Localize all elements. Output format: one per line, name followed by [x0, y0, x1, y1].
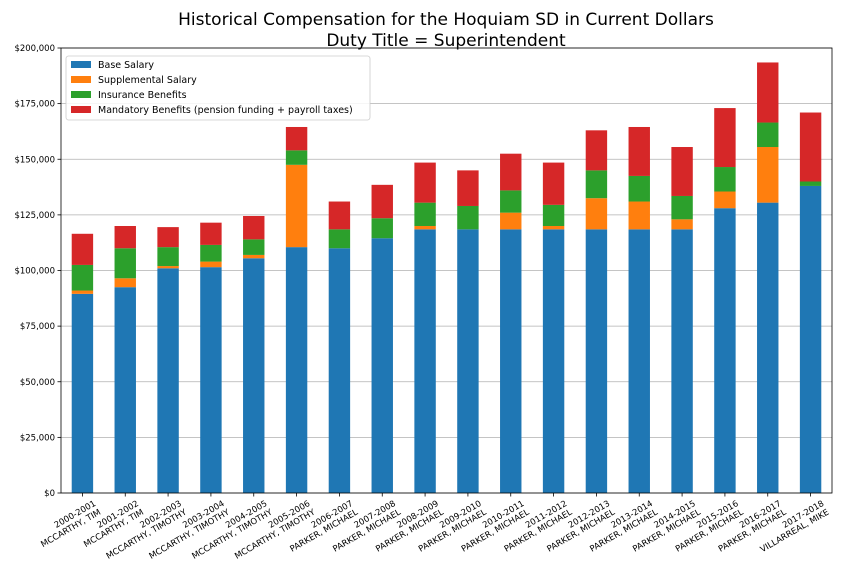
bar-segment [200, 261, 222, 268]
y-tick-label: $0 [44, 489, 55, 499]
bar-segment [671, 147, 693, 196]
bar-segment [114, 278, 136, 288]
bar-segment [757, 147, 779, 203]
bar-segment [628, 126, 650, 176]
bar-segment [542, 226, 565, 230]
bar-segment [371, 184, 393, 219]
y-tick-label: $100,000 [14, 267, 55, 277]
bar-segment [628, 175, 650, 202]
bar-segment [328, 229, 351, 249]
bar-segment [757, 122, 779, 148]
bar-segment [71, 233, 94, 265]
bar-segment [542, 229, 565, 493]
legend-box [65, 55, 371, 121]
bar-segment [500, 190, 522, 213]
bar-segment [628, 201, 650, 230]
bars [71, 62, 822, 493]
y-axis: $0 $25,000 $50,000 $75,000 $100,000 $125,000 $… [14, 44, 61, 499]
bar-segment [799, 185, 822, 493]
bar-segment [585, 130, 608, 171]
bar-segment [500, 153, 522, 191]
bar-segment [243, 239, 265, 255]
bar-segment [628, 229, 650, 493]
bar-segment [285, 164, 308, 248]
bar-segment [285, 126, 308, 151]
bar-segment [457, 229, 479, 493]
bar-segment [714, 108, 736, 168]
bar-segment [243, 254, 265, 259]
bar-segment [285, 247, 308, 493]
bar-segment [157, 227, 179, 248]
bar-segment [157, 266, 179, 269]
bar-segment [200, 267, 222, 493]
bar-segment [243, 215, 265, 240]
y-tick-label: $75,000 [20, 322, 55, 332]
bar-segment [200, 244, 222, 262]
legend-label: Supplemental Salary [98, 75, 197, 86]
bar-segment [457, 170, 479, 206]
bar-segment [414, 162, 436, 203]
bar-segment [114, 226, 136, 249]
bar-segment [457, 205, 479, 230]
bar-segment [71, 290, 94, 294]
bar-segment [585, 229, 608, 493]
bar-segment [757, 62, 779, 123]
chart-subtitle: Duty Title = Superintendent [326, 31, 566, 51]
bar-segment [671, 219, 693, 230]
y-tick-label: $175,000 [14, 100, 55, 110]
legend-label: Base Salary [98, 60, 154, 71]
bar-segment [500, 229, 522, 493]
bar-segment [414, 202, 436, 226]
bar-segment [542, 204, 565, 226]
bar-segment [757, 202, 779, 493]
bar-segment [71, 264, 94, 291]
legend-swatch [71, 61, 91, 68]
chart-title: Historical Compensation for the Hoquiam … [178, 10, 714, 30]
bar-segment [671, 195, 693, 220]
legend-swatch [71, 106, 91, 113]
bar-segment [243, 258, 265, 493]
legend-label: Insurance Benefits [98, 90, 187, 101]
bar-segment [414, 226, 436, 230]
legend-swatch [71, 91, 91, 98]
bar-segment [542, 162, 565, 205]
bar-segment [714, 208, 736, 493]
y-tick-label: $200,000 [14, 44, 55, 54]
bar-segment [114, 248, 136, 279]
bar-segment [799, 181, 822, 186]
bar-segment [585, 170, 608, 199]
bar-segment [371, 238, 393, 493]
bar-segment [114, 287, 136, 493]
bar-segment [714, 191, 736, 209]
bar-segment [799, 112, 822, 182]
bar-segment [71, 293, 94, 493]
y-tick-label: $125,000 [14, 211, 55, 221]
bar-segment [414, 229, 436, 493]
bar-segment [714, 167, 736, 192]
y-tick-label: $150,000 [14, 155, 55, 165]
legend-swatch [71, 76, 91, 83]
bar-segment [500, 212, 522, 230]
bar-segment [157, 268, 179, 493]
bar-segment [328, 248, 351, 493]
bar-segment [671, 229, 693, 493]
legend: Base Salary Supplemental Salary Insurance … [65, 55, 371, 121]
bar-segment [328, 201, 351, 230]
bar-segment [285, 150, 308, 165]
x-axis: 2000-2001MCCARTHY, TIM2001-2002MCCARTHY,… [39, 493, 831, 562]
y-tick-label: $25,000 [20, 433, 55, 443]
bar-segment [371, 218, 393, 239]
bar-segment [200, 222, 222, 245]
legend-label: Mandatory Benefits (pension funding + pa… [98, 105, 353, 116]
bar-segment [157, 247, 179, 267]
bar-segment [585, 198, 608, 230]
y-tick-label: $50,000 [20, 378, 55, 388]
